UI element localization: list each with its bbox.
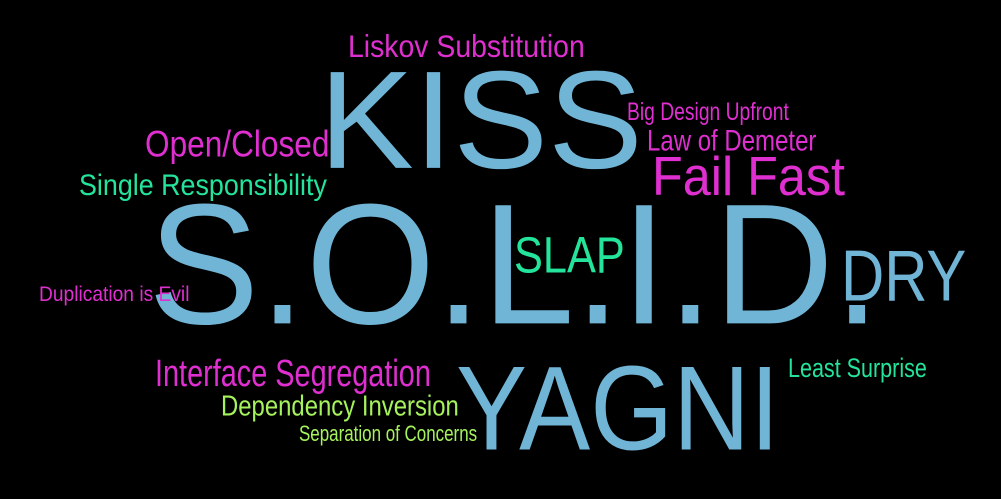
- word-least-surprise: Least Surprise: [788, 352, 927, 384]
- word-dependency-inversion: Dependency Inversion: [221, 390, 459, 423]
- word-interface-segregation: Interface Segregation: [155, 353, 431, 395]
- word-fail-fast: Fail Fast: [652, 147, 846, 208]
- word-solid: S.O.L.I.D.: [148, 169, 881, 361]
- word-big-design-upfront: Big Design Upfront: [627, 98, 789, 126]
- word-slap: SLAP: [514, 227, 625, 285]
- word-open-closed: Open/Closed: [145, 123, 330, 165]
- word-kiss: KISS: [319, 41, 643, 198]
- word-single-responsibility: Single Responsibility: [79, 167, 327, 202]
- word-yagni: YAGNI: [456, 342, 780, 476]
- word-separation-of-concerns: Separation of Concerns: [299, 422, 478, 447]
- word-duplication-is-evil: Duplication is Evil: [39, 284, 190, 307]
- word-dry: DRY: [841, 235, 967, 317]
- word-law-of-demeter: Law of Demeter: [647, 124, 817, 158]
- word-liskov-substitution: Liskov Substitution: [348, 27, 585, 65]
